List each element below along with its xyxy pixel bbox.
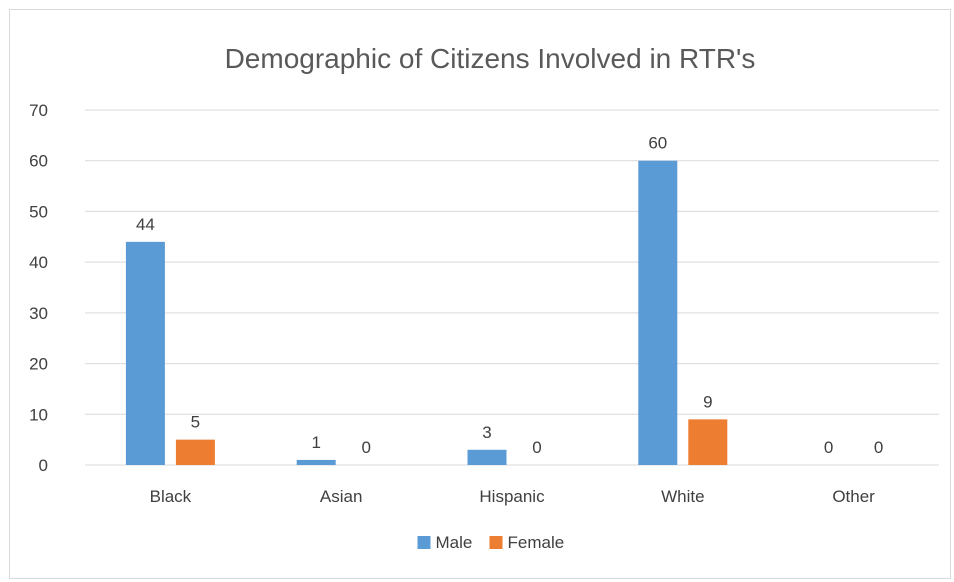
data-label-female-hispanic: 0 [532, 438, 541, 457]
y-tick-label: 20 [29, 355, 48, 374]
y-tick-label: 60 [29, 152, 48, 171]
x-axis-tick-labels: Black Asian Hispanic White Other [150, 487, 876, 506]
data-label-female-black: 5 [191, 413, 200, 432]
x-tick-label: Asian [320, 487, 363, 506]
legend-swatch-female [489, 536, 503, 549]
data-label-male-asian: 1 [311, 433, 320, 452]
data-label-female-other: 0 [874, 438, 883, 457]
bar-male-hispanic [467, 449, 507, 465]
legend-label-female: Female [508, 533, 565, 552]
bar-male-white [638, 160, 678, 465]
data-label-male-white: 60 [648, 134, 667, 153]
chart-title: Demographic of Citizens Involved in RTR'… [225, 43, 756, 74]
y-axis-tick-labels: 0 10 20 30 40 50 60 70 [29, 101, 48, 475]
y-tick-label: 40 [29, 253, 48, 272]
legend-label-male: Male [436, 533, 473, 552]
bar-male-asian [296, 459, 336, 465]
x-tick-label: Hispanic [479, 487, 545, 506]
chart-frame [9, 9, 951, 579]
bar-female-white [688, 419, 728, 465]
data-label-female-asian: 0 [361, 438, 370, 457]
y-tick-label: 50 [29, 202, 48, 221]
data-label-male-black: 44 [136, 215, 155, 234]
gridlines [85, 109, 939, 466]
data-label-male-other: 0 [824, 438, 833, 457]
y-tick-label: 30 [29, 304, 48, 323]
x-tick-label: Other [832, 487, 875, 506]
data-label-female-white: 9 [703, 392, 712, 411]
y-tick-label: 10 [29, 405, 48, 424]
y-tick-label: 0 [39, 456, 48, 475]
legend-swatch-male [417, 536, 431, 549]
bars [125, 160, 728, 465]
bar-female-black [175, 439, 215, 465]
bar-male-black [125, 241, 165, 465]
y-tick-label: 70 [29, 101, 48, 120]
x-tick-label: White [661, 487, 704, 506]
legend: Male Female [417, 533, 565, 552]
data-label-male-hispanic: 3 [482, 423, 491, 442]
x-tick-label: Black [150, 487, 192, 506]
